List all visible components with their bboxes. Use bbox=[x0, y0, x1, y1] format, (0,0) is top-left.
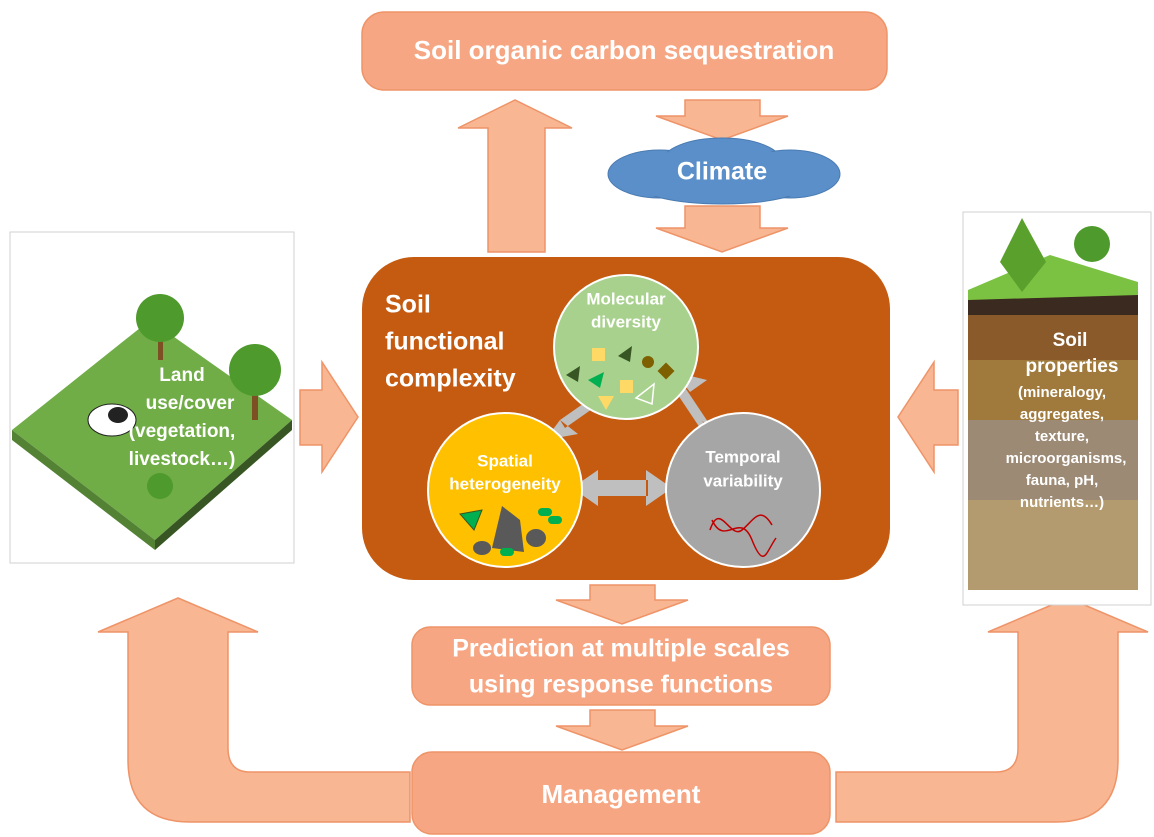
circle-label: diversity bbox=[591, 312, 661, 331]
land-label: livestock…) bbox=[129, 449, 236, 470]
soil-title: properties bbox=[1026, 356, 1119, 377]
arrow-down bbox=[556, 710, 688, 750]
arrow-down bbox=[556, 585, 688, 624]
soil-detail: (mineralogy, bbox=[1018, 384, 1106, 401]
prediction-label: using response functions bbox=[469, 671, 773, 699]
circle-label: variability bbox=[703, 471, 783, 490]
soil-title: Soil bbox=[1053, 330, 1088, 351]
loop-arrow-right bbox=[836, 598, 1148, 822]
arrow-left bbox=[898, 362, 958, 472]
soil-detail: texture, bbox=[1035, 428, 1089, 445]
prediction-label: Prediction at multiple scales bbox=[452, 635, 790, 663]
center-title: functional bbox=[385, 328, 504, 356]
top-box-label: Soil organic carbon sequestration bbox=[414, 35, 834, 65]
arrow-down bbox=[656, 100, 788, 140]
circle-label: Temporal bbox=[705, 447, 780, 466]
land-label: use/cover bbox=[146, 393, 235, 414]
land-label: Land bbox=[159, 365, 204, 386]
soil-detail: nutrients…) bbox=[1020, 494, 1104, 511]
climate-label: Climate bbox=[677, 158, 767, 186]
circle-label: Spatial bbox=[477, 451, 533, 470]
soil-detail: fauna, pH, bbox=[1026, 472, 1099, 489]
circle-label: Molecular bbox=[586, 289, 666, 308]
arrow-up bbox=[458, 100, 572, 252]
management-label: Management bbox=[542, 779, 701, 809]
diagram: Soil organic carbon sequestration Climat… bbox=[0, 0, 1154, 837]
land-label: (vegetation, bbox=[129, 421, 236, 442]
circle-label: heterogeneity bbox=[449, 474, 561, 493]
arrow-down bbox=[656, 206, 788, 252]
center-title: Soil bbox=[385, 291, 431, 319]
loop-arrow-left bbox=[98, 598, 410, 822]
soil-detail: microorganisms, bbox=[1006, 450, 1127, 467]
soil-detail: aggregates, bbox=[1020, 406, 1104, 423]
arrow-right bbox=[300, 362, 358, 472]
center-title: complexity bbox=[385, 365, 516, 393]
